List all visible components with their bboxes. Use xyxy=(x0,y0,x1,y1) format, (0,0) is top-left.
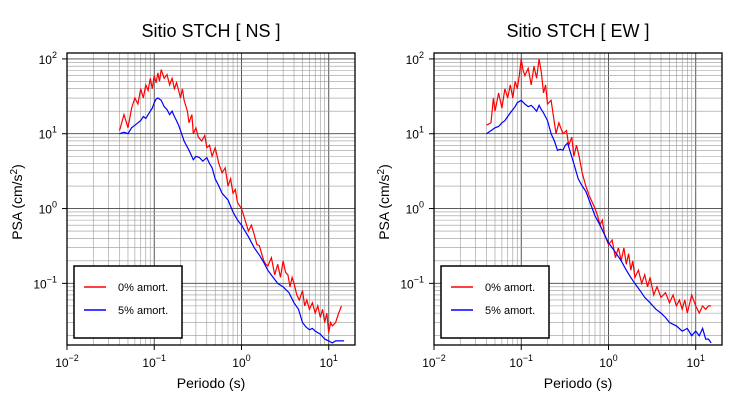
x-tick-label: 10−1 xyxy=(142,353,166,370)
x-tick-label: 101 xyxy=(687,353,705,370)
x-tick-label: 10−2 xyxy=(422,353,446,370)
chart-title: Sitio STCH [ NS ] xyxy=(141,21,280,41)
legend-label: 0% amort. xyxy=(118,282,168,294)
legend-label: 5% amort. xyxy=(485,305,535,317)
y-tick-label: 101 xyxy=(39,125,57,142)
y-tick-label: 100 xyxy=(39,200,57,217)
y-tick-label: 100 xyxy=(406,200,424,217)
y-tick-label: 102 xyxy=(406,50,424,67)
y-tick-label: 101 xyxy=(406,125,424,142)
x-axis-label: Periodo (s) xyxy=(177,375,245,391)
legend-box xyxy=(440,265,550,339)
plot-frame xyxy=(433,52,723,346)
y-tick-label: 102 xyxy=(39,50,57,67)
x-tick-label: 100 xyxy=(599,353,617,370)
legend-box xyxy=(73,265,183,339)
panel-ns: Sitio STCH [ NS ] Periodo (s) PSA (cm/s2… xyxy=(9,21,356,391)
legend-label: 5% amort. xyxy=(118,305,168,317)
legend-label: 0% amort. xyxy=(485,282,535,294)
chart-title: Sitio STCH [ EW ] xyxy=(506,21,649,41)
series-line xyxy=(486,99,712,344)
series-line xyxy=(486,58,712,315)
y-tick-label: 10−1 xyxy=(400,274,424,291)
x-tick-label: 10−2 xyxy=(55,353,79,370)
x-tick-label: 101 xyxy=(320,353,338,370)
series-line xyxy=(119,97,345,344)
series-line xyxy=(118,69,343,333)
x-axis-label: Periodo (s) xyxy=(544,375,612,391)
x-tick-label: 10−1 xyxy=(509,353,533,370)
y-axis-label: PSA (cm/s2) xyxy=(376,164,392,240)
x-tick-label: 100 xyxy=(232,353,250,370)
y-tick-label: 10−1 xyxy=(33,274,57,291)
plot-frame xyxy=(66,52,356,346)
y-axis-label: PSA (cm/s2) xyxy=(9,164,25,240)
panel-ew: Sitio STCH [ EW ] Periodo (s) PSA (cm/s2… xyxy=(376,21,723,391)
